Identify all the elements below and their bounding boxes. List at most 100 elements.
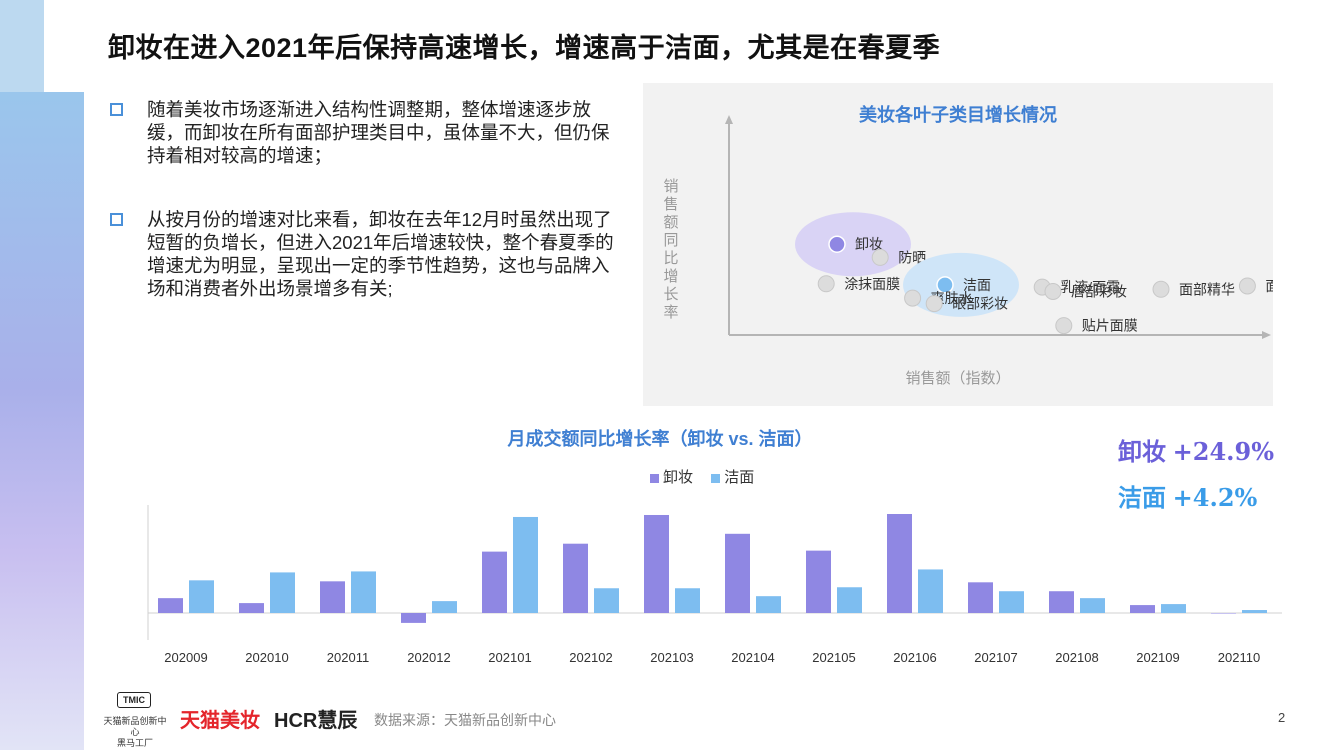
bar-洁面-202104 (756, 596, 781, 613)
bullet-text: 随着美妆市场逐渐进入结构性调整期，整体增速逐步放缓，而卸妆在所有面部护理类目中，… (147, 99, 610, 166)
bar-x-tick-label: 202010 (245, 650, 288, 665)
bar-卸妆-202104 (725, 533, 750, 613)
tmic-subtitle-line2: 黑马工厂 (116, 738, 153, 748)
page-number: 2 (1278, 710, 1286, 725)
scatter-label-2: 涂抹面膜 (844, 276, 900, 292)
bullet-2: 从按月份的增速对比来看，卸妆在去年12月时虽然出现了短暂的负增长，但进入2021… (110, 208, 614, 308)
bar-洁面-202110 (1242, 610, 1267, 613)
legend-item-jiemian: 洁面 (711, 469, 754, 486)
scatter-point-2 (817, 275, 835, 293)
legend-label: 洁面 (724, 469, 755, 486)
bar-卸妆-202109 (1130, 605, 1155, 613)
bar-卸妆-202102 (563, 543, 588, 613)
tmall-logo: 天猫美妆 (180, 710, 260, 732)
bar-x-tick-label: 202102 (569, 650, 612, 665)
scatter-point-8 (904, 289, 922, 307)
scatter-point-7 (1238, 277, 1256, 295)
scatter-point-10 (1055, 317, 1073, 335)
bar-卸妆-202009 (158, 598, 183, 613)
scatter-point-5 (1044, 283, 1062, 300)
bar-洁面-202105 (837, 587, 862, 613)
legend-label: 卸妆 (663, 469, 694, 486)
scatter-y-arrow-icon (725, 115, 733, 124)
bar-洁面-202101 (513, 516, 538, 613)
scatter-label-6: 面部精华 (1179, 281, 1235, 297)
decor-side-gradient (0, 92, 84, 750)
bar-chart-title: 月成交额同比增长率（卸妆 vs. 洁面） (507, 429, 813, 449)
stat-label: 洁面 (1118, 485, 1166, 512)
legend-swatch (650, 473, 659, 483)
bar-卸妆-202106 (887, 514, 912, 613)
bar-卸妆-202108 (1049, 591, 1074, 613)
bar-x-tick-label: 202011 (327, 650, 369, 665)
bar-洁面-202109 (1161, 604, 1186, 613)
data-source: 数据来源：天猫新品创新中心 (374, 712, 556, 728)
bar-x-tick-label: 202109 (1136, 650, 1179, 665)
bar-x-tick-label: 202103 (650, 650, 693, 665)
scatter-point-3 (936, 276, 954, 294)
square-bullet-icon (110, 213, 123, 226)
scatter-label-4: 乳液/面霜 (1060, 279, 1120, 295)
bar-x-tick-label: 202009 (164, 650, 207, 665)
scatter-label-0: 卸妆 (855, 236, 883, 252)
scatter-label-3: 洁面 (963, 277, 991, 293)
bar-x-tick-label: 202107 (974, 650, 1017, 665)
bar-洁面-202108 (1080, 598, 1105, 613)
scatter-label-7: 面部彩妆 (1265, 278, 1273, 294)
bar-洁面-202106 (918, 569, 943, 613)
bar-卸妆-202011 (320, 581, 345, 613)
page-title: 卸妆在进入2021年后保持高速增长，增速高于洁面，尤其是在春夏季 (108, 33, 941, 63)
scatter-point-9 (925, 295, 943, 313)
scatter-point-6 (1152, 280, 1170, 298)
bar-x-tick-label: 202105 (812, 650, 855, 665)
scatter-y-axis-label: 销售额同比增长率 (663, 178, 679, 321)
legend-swatch (711, 473, 721, 483)
bullet-1: 随着美妆市场逐渐进入结构性调整期，整体增速逐步放缓，而卸妆在所有面部护理类目中，… (110, 98, 610, 178)
bar-洁面-202010 (270, 572, 295, 613)
tmic-subtitle: 天猫新品创新中心 黑马工厂 (100, 716, 170, 749)
scatter-chart-panel: 美妆各叶子类目增长情况 销售额同比增长率 销售额（指数） 卸妆 防晒涂抹面膜 洁面 乳… (643, 83, 1273, 406)
bar-x-tick-label: 202012 (407, 650, 450, 665)
bar-x-tick-label: 202101 (488, 650, 531, 665)
bar-卸妆-202101 (482, 551, 507, 613)
bar-卸妆-202105 (806, 550, 831, 613)
bar-卸妆-202010 (239, 603, 264, 613)
bar-chart-legend: 卸妆 洁面 (650, 466, 768, 487)
stat-label: 卸妆 (1118, 439, 1166, 466)
bar-x-tick-label: 202106 (893, 650, 936, 665)
stat-value: +4.2% (1172, 483, 1258, 512)
bar-chart: 202009 202010 202011 202012 202101 202102 2021… (147, 505, 1282, 665)
bar-x-tick-label: 202104 (731, 650, 774, 665)
bar-洁面-202012 (432, 601, 457, 613)
bar-洁面-202009 (189, 580, 214, 613)
square-bullet-icon (110, 103, 123, 116)
tmic-subtitle-line1: 天猫新品创新中心 (103, 716, 167, 737)
bar-洁面-202011 (351, 571, 376, 613)
bar-x-tick-label: 202108 (1055, 650, 1098, 665)
decor-top-left (0, 0, 44, 92)
legend-item-xiezhuang: 卸妆 (650, 469, 693, 486)
scatter-x-axis-label: 销售额（指数） (905, 370, 1011, 387)
scatter-label-5: 唇部彩妆 (1071, 284, 1127, 300)
bar-卸妆-202107 (968, 582, 993, 613)
bar-洁面-202102 (594, 588, 619, 613)
stat-value: +24.9% (1172, 437, 1275, 466)
scatter-chart-title: 美妆各叶子类目增长情况 (859, 105, 1057, 125)
scatter-point-0 (828, 235, 846, 253)
bar-卸妆-202103 (644, 514, 669, 613)
stat-jiemian: 洁面 +4.2% (1118, 478, 1257, 513)
stat-xiezhuang: 卸妆 +24.9% (1118, 432, 1274, 467)
scatter-point-1 (871, 248, 889, 266)
bar-x-tick-label: 202110 (1218, 650, 1260, 665)
scatter-label-1: 防晒 (898, 249, 926, 265)
bar-卸妆-202110 (1211, 613, 1236, 614)
scatter-x-arrow-icon (1262, 331, 1271, 339)
scatter-label-10: 贴片面膜 (1082, 318, 1138, 334)
bar-洁面-202107 (999, 591, 1024, 613)
bar-卸妆-202012 (401, 613, 426, 623)
tmic-logo: TMIC (117, 692, 151, 708)
scatter-halo-0 (795, 212, 911, 277)
bar-洁面-202103 (675, 588, 700, 613)
scatter-label-9: 眼部彩妆 (952, 296, 1008, 312)
